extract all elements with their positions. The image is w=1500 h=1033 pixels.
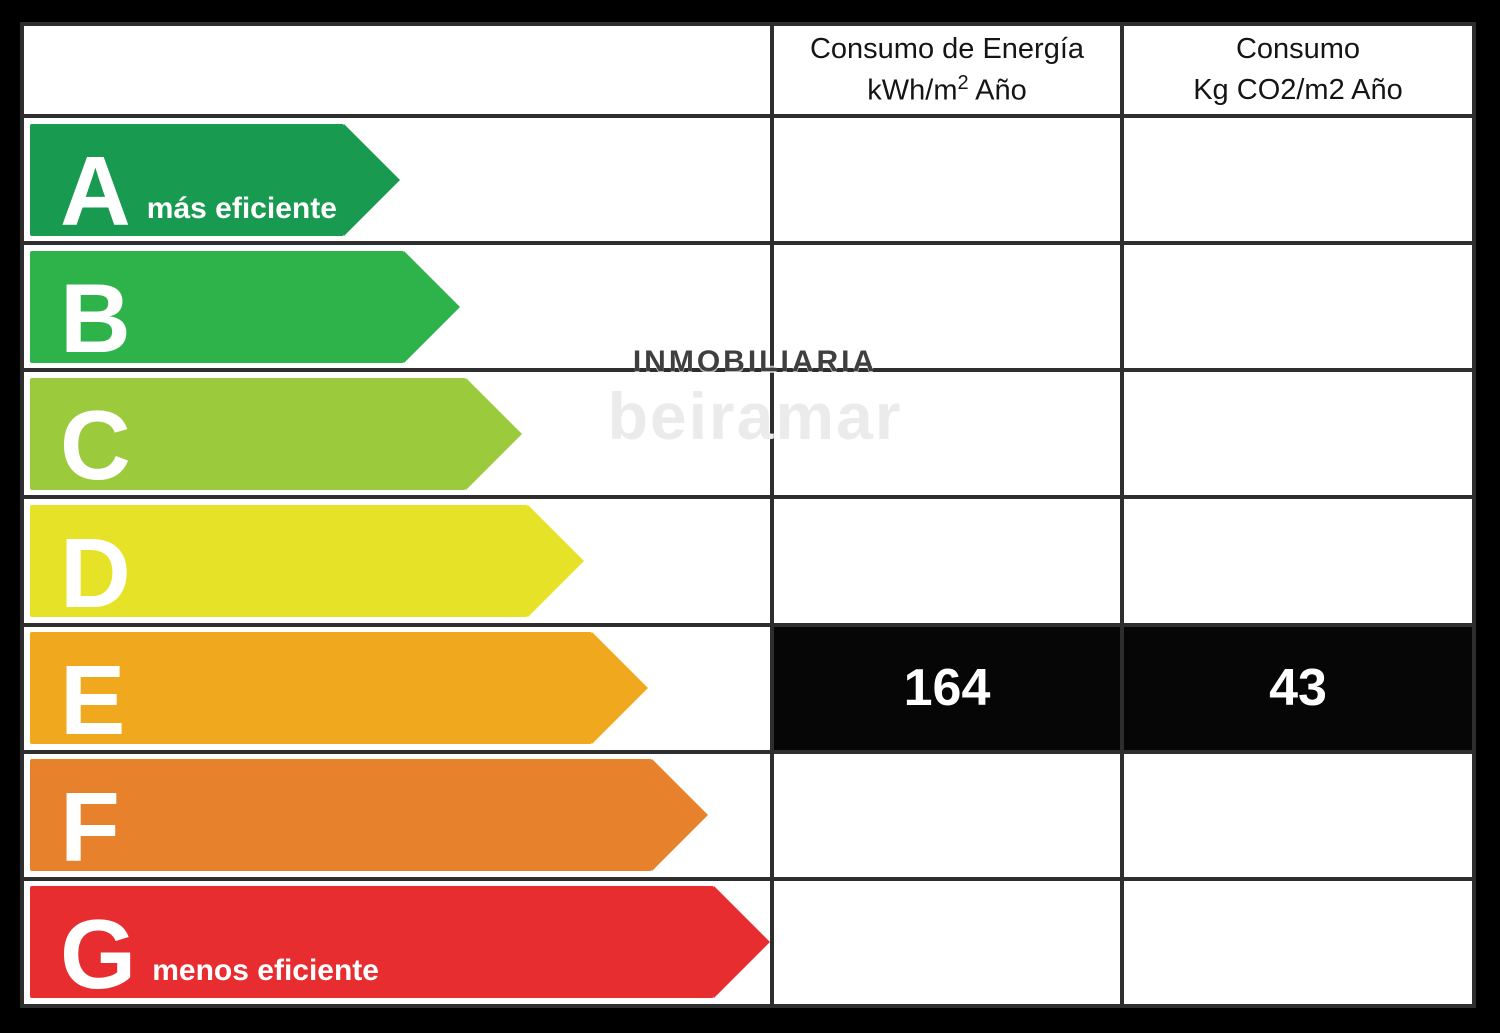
arrow-tip-icon — [714, 886, 770, 999]
band-row-f: F — [24, 753, 770, 882]
band-letter-a: A — [60, 136, 131, 247]
header-cell-co2: Consumo Kg CO2/m2 Año — [1124, 26, 1472, 114]
co2-value-cell-a — [1124, 118, 1472, 242]
energy-header-unit: kWh/m2 Año — [867, 69, 1026, 111]
co2-header-unit: Kg CO2/m2 Año — [1193, 74, 1403, 106]
energy-unit-prefix: kWh/m — [867, 74, 958, 107]
co2-value-cell-e: 43 — [1124, 626, 1472, 750]
co2-value-cell-d — [1124, 499, 1472, 623]
band-arrow-g: G menos eficiente — [30, 886, 770, 1010]
arrow-tip-icon — [404, 250, 460, 363]
arrow-tip-icon — [466, 377, 522, 490]
arrow-tip-icon — [652, 759, 708, 872]
band-qualifier-g: menos eficiente — [152, 954, 379, 988]
energy-value-cell-f — [774, 753, 1120, 877]
band-arrow-b: B — [30, 250, 460, 374]
band-letter-d: D — [60, 517, 131, 628]
energy-unit-sup: 2 — [957, 72, 969, 95]
arrow-tip-icon — [528, 504, 584, 617]
band-row-a: A más eficiente — [24, 118, 770, 247]
band-arrow-a: A más eficiente — [30, 123, 400, 247]
band-arrow-e: E — [30, 632, 648, 755]
band-letter-b: B — [60, 263, 131, 374]
band-row-b: B — [24, 245, 770, 374]
co2-value-cell-c — [1124, 372, 1472, 496]
energy-header-title: Consumo de Energía — [809, 32, 1085, 65]
co2-header-title: Consumo — [1235, 33, 1361, 66]
arrow-tip-icon — [344, 123, 400, 236]
band-letter-e: E — [60, 644, 126, 755]
band-arrow-c: C — [30, 377, 522, 501]
energy-value-cell-g — [774, 880, 1120, 1004]
co2-value-cell-f — [1124, 753, 1472, 877]
energy-value-cell-a — [774, 118, 1120, 242]
header-cell-bands — [24, 26, 770, 114]
co2-value-cell-g — [1124, 880, 1472, 1004]
header-cell-energy: Consumo de Energía kWh/m2 Año — [774, 26, 1120, 114]
energy-value-cell-e: 164 — [774, 626, 1120, 750]
co2-value-cell-b — [1124, 245, 1472, 369]
band-qualifier-a: más eficiente — [146, 191, 337, 225]
energy-unit-suffix: Año — [968, 74, 1027, 107]
band-row-d: D — [24, 499, 770, 628]
energy-rating-table: Consumo de Energía kWh/m2 Año Consumo Kg… — [20, 22, 1476, 1008]
energy-value-cell-b — [774, 245, 1120, 369]
band-letter-g: G — [60, 899, 137, 1010]
energy-value-cell-c — [774, 372, 1120, 496]
arrow-tip-icon — [592, 632, 648, 745]
band-letter-c: C — [60, 390, 131, 501]
energy-value-cell-d — [774, 499, 1120, 623]
band-arrow-d: D — [30, 504, 584, 628]
band-row-c: C — [24, 372, 770, 501]
band-arrow-f: F — [30, 759, 708, 882]
band-row-e: E — [24, 626, 770, 755]
band-row-g: G menos eficiente — [24, 880, 770, 1010]
band-letter-f: F — [60, 771, 120, 882]
